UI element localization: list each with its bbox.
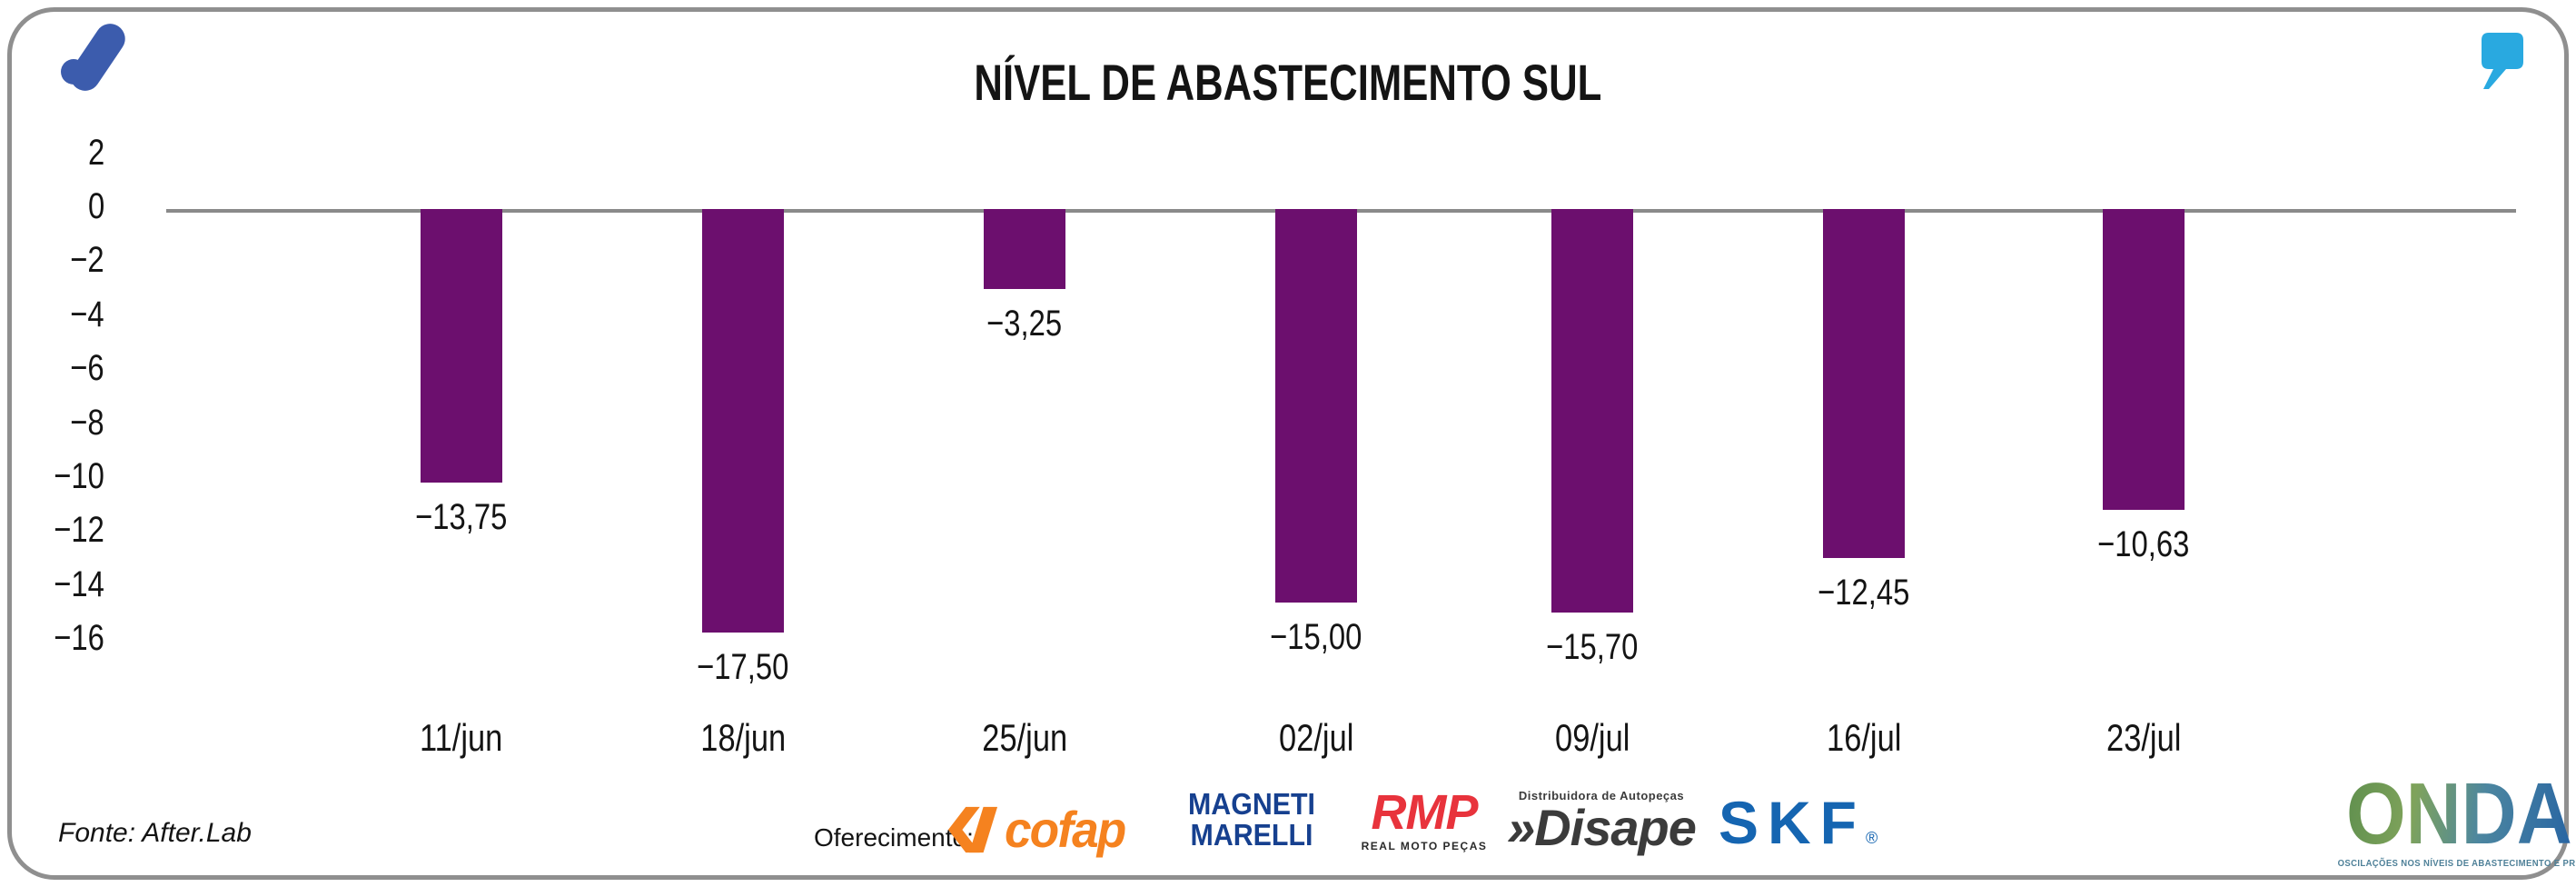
chart-title: NÍVEL DE ABASTECIMENTO SUL xyxy=(974,54,1602,111)
y-axis-tick-label: −16 xyxy=(54,618,104,659)
bar-value-label: −3,25 xyxy=(986,304,1063,344)
bar-value-label: −12,45 xyxy=(1818,573,1910,613)
y-axis-tick-label: −8 xyxy=(70,402,104,443)
y-axis-tick-label: −12 xyxy=(54,510,104,551)
sponsors-label: Oferecimento: xyxy=(814,823,974,852)
magneti-marelli-logo: MAGNETI MARELLI xyxy=(1181,789,1323,851)
disape-wordmark: »Disape xyxy=(1507,799,1697,856)
x-axis-label-02/jul: 02/jul xyxy=(1278,716,1354,759)
cofap-wordmark: cofap xyxy=(1005,801,1126,858)
bar-11/jun xyxy=(421,209,502,483)
rmp-logo: RMP REAL MOTO PEÇAS xyxy=(1353,785,1495,852)
cofap-logo: cofap xyxy=(946,800,1131,859)
bar-09/jul xyxy=(1551,209,1633,613)
bar-value-label: −10,63 xyxy=(2097,524,2190,564)
y-axis-tick-label: −14 xyxy=(54,563,104,604)
y-axis-tick-label: −6 xyxy=(70,348,104,389)
quote-mark-icon xyxy=(2482,33,2523,89)
disape-logo: Distribuidora de Autopeças »Disape xyxy=(1506,789,1697,853)
disape-subtitle: Distribuidora de Autopeças xyxy=(1518,789,1685,802)
rmp-wordmark: RMP xyxy=(1371,785,1479,840)
x-axis-label-18/jun: 18/jun xyxy=(700,716,786,759)
bar-18/jun xyxy=(702,209,784,633)
x-axis-label-23/jul: 23/jul xyxy=(2105,716,2182,759)
skf-wordmark: SKF xyxy=(1719,789,1866,856)
skf-logo: SKF® xyxy=(1719,792,1878,852)
cofap-icon xyxy=(947,806,998,852)
bar-value-label: −15,70 xyxy=(1546,627,1639,667)
y-axis-tick-label: −4 xyxy=(70,294,104,334)
x-axis-label-16/jul: 16/jul xyxy=(1826,716,1902,759)
bar-25/jun xyxy=(984,209,1065,289)
onda-logo: ONDA OSCILAÇÕES NOS NÍVEIS DE ABASTECIME… xyxy=(2331,771,2576,871)
y-axis-tick-label: −2 xyxy=(70,240,104,281)
bar-23/jul xyxy=(2103,209,2185,510)
magneti-marelli-line2: MARELLI xyxy=(1190,818,1313,852)
bar-value-label: −17,50 xyxy=(697,647,789,687)
magneti-marelli-line1: MAGNETI xyxy=(1187,787,1315,821)
x-axis-label-09/jul: 09/jul xyxy=(1554,716,1630,759)
x-axis-label-11/jun: 11/jun xyxy=(420,716,503,759)
rmp-subtitle: REAL MOTO PEÇAS xyxy=(1361,840,1488,852)
bar-16/jul xyxy=(1823,209,1905,558)
card-border xyxy=(7,7,2569,880)
y-axis-tick-label: 0 xyxy=(87,186,104,226)
afterlab-logo-icon xyxy=(54,17,132,97)
x-axis-label-25/jun: 25/jun xyxy=(982,716,1067,759)
skf-registered-mark: ® xyxy=(1866,829,1878,847)
bar-value-label: −15,00 xyxy=(1270,617,1362,657)
bar-02/jul xyxy=(1275,209,1357,603)
y-axis-tick-label: −10 xyxy=(54,456,104,496)
onda-wordmark: ONDA xyxy=(2345,765,2572,862)
afterlab-logo-dot xyxy=(61,59,86,85)
source-note: Fonte: After.Lab xyxy=(58,818,252,848)
y-axis-tick-label: 2 xyxy=(87,132,104,173)
bar-value-label: −13,75 xyxy=(415,497,508,537)
onda-tagline: OSCILAÇÕES NOS NÍVEIS DE ABASTECIMENTO E… xyxy=(2337,859,2576,869)
